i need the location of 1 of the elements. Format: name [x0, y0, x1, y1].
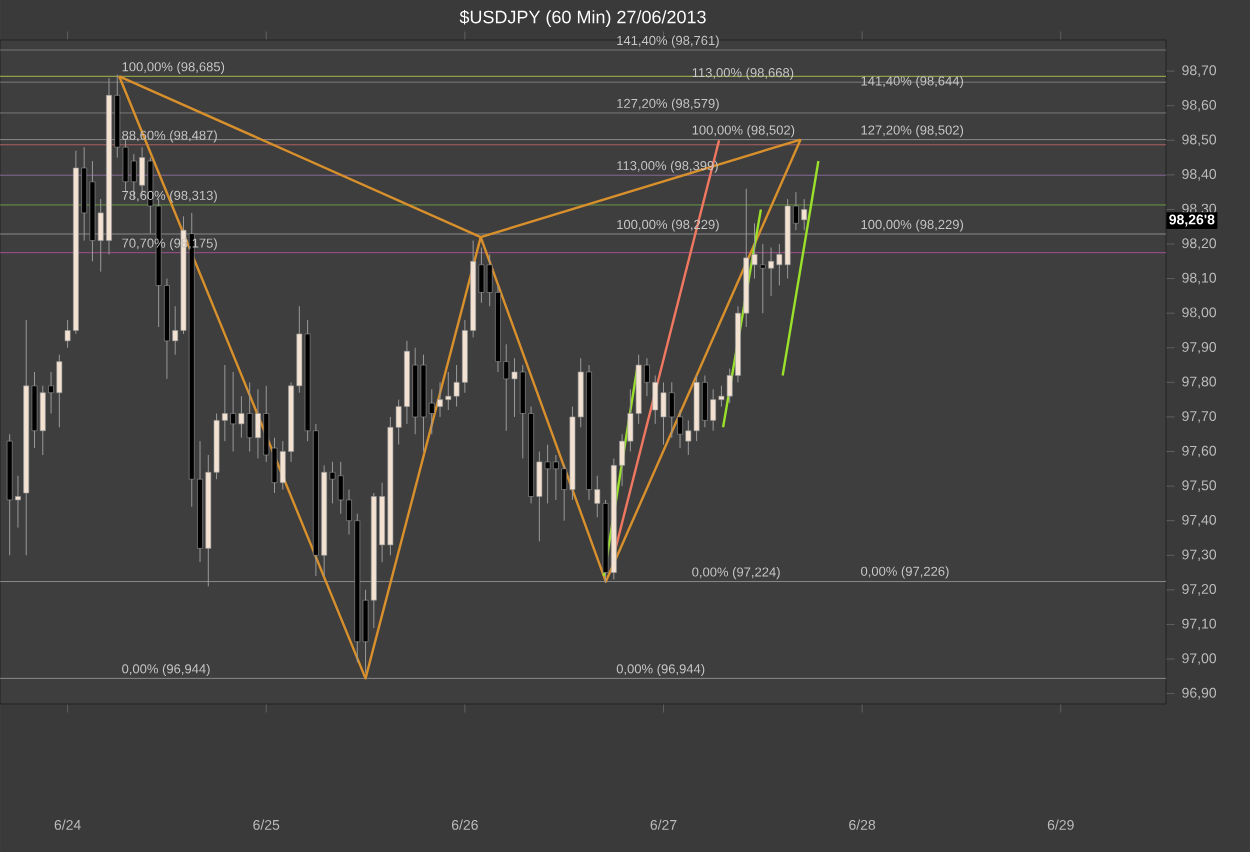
chart-title: $USDJPY (60 Min) 27/06/2013 [459, 9, 706, 27]
